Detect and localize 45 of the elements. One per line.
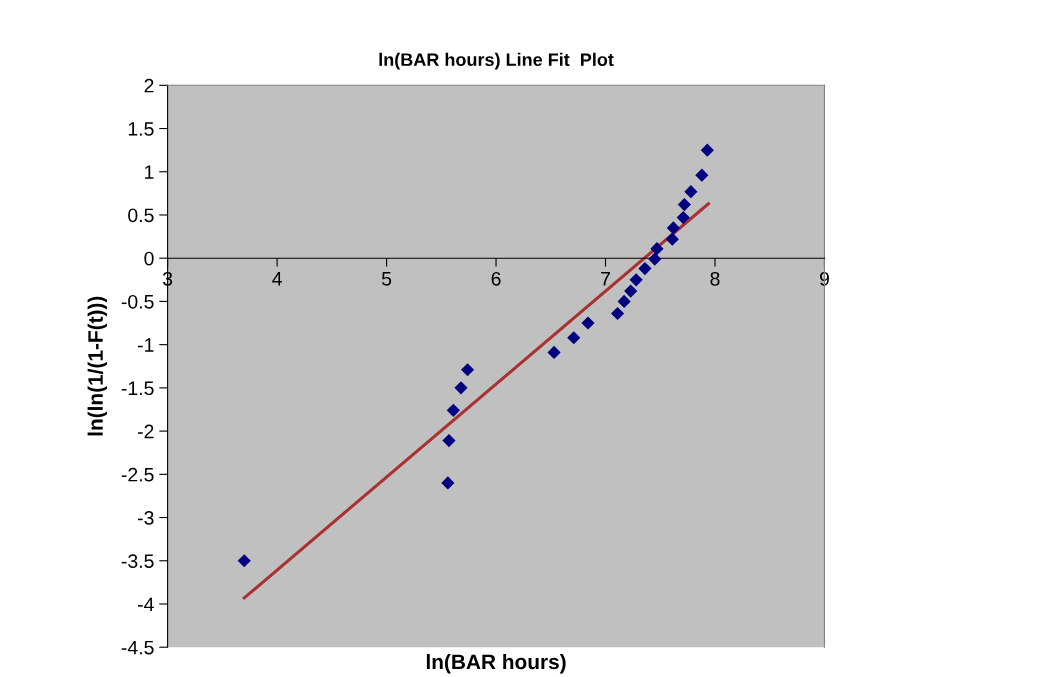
y-tick-label: 2 xyxy=(144,78,154,93)
point xyxy=(684,185,698,199)
x-tick-label: 8 xyxy=(710,271,720,286)
point xyxy=(629,273,643,287)
point xyxy=(638,261,652,276)
point xyxy=(617,294,631,309)
y-tick-label: -2.5 xyxy=(121,467,154,482)
y-tick-label: 1 xyxy=(145,165,154,179)
point xyxy=(237,554,251,568)
point xyxy=(665,232,679,246)
point xyxy=(567,331,581,345)
y-tick-label: -1.5 xyxy=(121,381,154,396)
chart-title: ln(BAR hours) Line Fit Plot xyxy=(379,52,614,70)
y-tick-label: 0.5 xyxy=(128,208,154,223)
y-axis-title: ln(ln(1/(1-F(t))) xyxy=(87,296,108,436)
y-tick-label: 0 xyxy=(144,251,154,266)
x-tick-label: 5 xyxy=(381,272,392,286)
point xyxy=(676,210,690,225)
point xyxy=(624,284,638,298)
x-tick-label: 4 xyxy=(272,272,282,286)
point xyxy=(441,476,455,490)
y-tick-label: -4.5 xyxy=(121,640,154,655)
y-tick-label: -3.5 xyxy=(121,554,154,568)
point xyxy=(460,363,475,377)
x-tick-label: 7 xyxy=(601,272,610,286)
y-tick-label: -2 xyxy=(137,424,154,439)
x-tick-label: 6 xyxy=(491,271,501,286)
point xyxy=(454,381,468,395)
x-axis-title: ln(BAR hours) xyxy=(426,653,566,674)
point xyxy=(648,252,662,266)
point xyxy=(700,143,714,157)
y-tick-label: -1 xyxy=(137,338,154,352)
y-tick-label: -0.5 xyxy=(121,294,154,309)
point xyxy=(650,242,664,256)
y-tick-label: 1.5 xyxy=(128,122,154,136)
point xyxy=(677,198,691,212)
point xyxy=(695,168,709,182)
y-tick-label: -4 xyxy=(137,597,154,612)
point xyxy=(581,316,595,330)
point xyxy=(610,306,625,321)
point xyxy=(666,221,680,235)
point xyxy=(446,403,460,417)
y-tick-label: -3 xyxy=(137,511,154,525)
point xyxy=(547,345,561,360)
point xyxy=(442,434,456,448)
